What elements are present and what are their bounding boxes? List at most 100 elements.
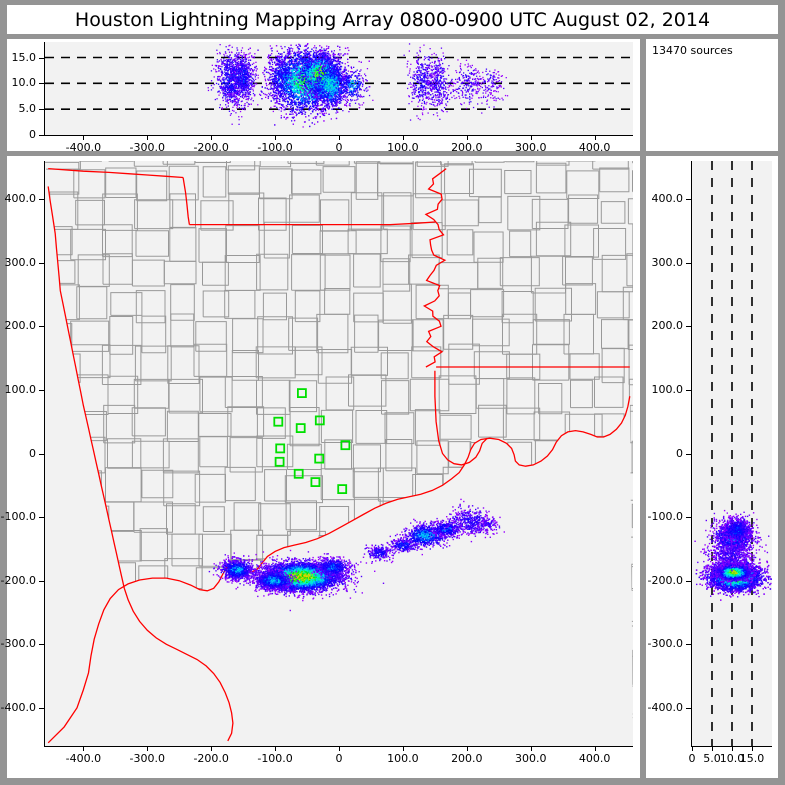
y-axis-tick-map [39, 580, 45, 582]
axis-tick-label: 15.0 [12, 51, 37, 64]
axis-tick-label: 0 [689, 752, 696, 765]
x-axis-line-map [44, 746, 633, 747]
page-title: Houston Lightning Mapping Array 0800-090… [75, 9, 710, 31]
x-axis-tick-map [211, 746, 213, 751]
y-axis-tick-top [39, 135, 45, 136]
x-axis-tick-top [147, 135, 149, 140]
axis-tick-label: 300.0 [515, 752, 547, 765]
axis-tick-label: 100.0 [387, 752, 419, 765]
axis-tick-label: 400.0 [579, 752, 611, 765]
x-axis-tick-map [530, 746, 532, 751]
axis-tick-label: -200.0 [648, 574, 683, 587]
axis-tick-label: 200.0 [451, 752, 483, 765]
station-marker [274, 456, 285, 467]
y-axis-tick-right [686, 453, 692, 455]
axis-tick-label: -400.0 [1, 701, 36, 714]
scatter-canvas-top [45, 43, 633, 128]
y-axis-tick-right [686, 262, 692, 264]
y-axis-tick-map [39, 707, 45, 709]
coastline [47, 396, 631, 744]
x-axis-tick-map [147, 746, 149, 751]
source-count-label: 13470 sources [652, 44, 733, 57]
axis-tick-label: 0 [29, 128, 36, 141]
y-axis-tick-right [686, 326, 692, 328]
axis-tick-label: -100.0 [1, 510, 36, 523]
axis-tick-label: -200.0 [193, 141, 228, 154]
sabine-river-tx-la-border [422, 168, 447, 368]
axis-tick-label: 100.0 [652, 383, 684, 396]
axis-tick-label: -400.0 [66, 141, 101, 154]
y-axis-tick-map [39, 389, 45, 391]
axis-tick-label: -300.0 [130, 752, 165, 765]
state-boundaries [47, 167, 631, 744]
y-axis-tick-map [39, 644, 45, 646]
axis-tick-label: 300.0 [652, 256, 684, 269]
station-marker [275, 443, 286, 454]
axis-tick-label: 200.0 [652, 319, 684, 332]
axis-tick-label: -100.0 [257, 141, 292, 154]
louisiana-west [434, 370, 488, 466]
x-axis-tick-map [594, 746, 596, 751]
x-axis-tick-right [752, 746, 753, 751]
axis-tick-label: 5.0 [703, 752, 721, 765]
y-axis-tick-right [686, 517, 692, 519]
ok-ar-border [189, 221, 435, 226]
rio-grande-border [47, 186, 234, 742]
axis-tick-label: -100.0 [257, 752, 292, 765]
x-axis-tick-top [402, 135, 404, 140]
axis-tick-label: 100.0 [5, 383, 37, 396]
axis-tick-label: 400.0 [652, 192, 684, 205]
axis-tick-label: -100.0 [648, 510, 683, 523]
station-marker [314, 453, 325, 464]
x-axis-tick-map [466, 746, 468, 751]
x-axis-tick-right [712, 746, 713, 751]
x-axis-line-top [44, 135, 633, 136]
scatter-canvas-right [694, 161, 772, 746]
y-axis-tick-top [39, 109, 45, 111]
axis-tick-label: -300.0 [648, 637, 683, 650]
y-axis-tick-right [686, 707, 692, 709]
y-axis-tick-top [39, 57, 45, 59]
panel-altitude-vs-north-south: -400.0 -300.0 -200.0 -100.0 0 100.0 200.0 300.0… [646, 156, 778, 778]
x-axis-tick-top [530, 135, 532, 140]
x-axis-tick-top [83, 135, 85, 140]
axis-tick-label: 0 [676, 447, 683, 460]
plot-area-map [45, 161, 633, 746]
y-axis-tick-right [686, 644, 692, 646]
y-axis-tick-top [39, 83, 45, 85]
panel-plan-view-map: -400.0 -300.0 -200.0 -100.0 0 100.0 200.0 300.0… [1, 156, 640, 778]
x-axis-tick-top [275, 135, 277, 140]
y-axis-tick-map [39, 199, 45, 201]
x-axis-tick-map [339, 746, 340, 751]
station-marker [293, 468, 304, 479]
station-marker [295, 423, 306, 434]
axis-tick-label: 100.0 [387, 141, 419, 154]
lma-station-markers [273, 388, 351, 495]
axis-tick-label: 0 [336, 752, 343, 765]
axis-tick-label: 10.0 [12, 76, 37, 89]
station-marker [296, 388, 307, 399]
station-marker [337, 484, 348, 495]
plot-area-top [45, 42, 633, 135]
tx-ok-vertical [182, 177, 191, 225]
title-bar: Houston Lightning Mapping Array 0800-090… [7, 5, 778, 34]
x-axis-line-right [691, 746, 772, 747]
plot-area-right [692, 161, 772, 746]
y-axis-tick-right [686, 199, 692, 201]
y-axis-tick-map [39, 326, 45, 328]
x-axis-tick-top [211, 135, 213, 140]
y-axis-tick-right [686, 389, 692, 391]
axis-tick-label: 300.0 [5, 256, 37, 269]
station-marker [314, 415, 325, 426]
axis-tick-label: -300.0 [1, 637, 36, 650]
panel-source-count: 13470 sources [646, 39, 778, 151]
x-axis-tick-right [692, 746, 693, 751]
station-marker [310, 477, 321, 488]
axis-tick-label: 0 [29, 447, 36, 460]
axis-tick-label: -200.0 [1, 574, 36, 587]
axis-tick-label: 400.0 [5, 192, 37, 205]
panel-altitude-vs-east-west: 0 5.0 10.0 15.0 -400.0 -300.0 -200.0 -100.0 0 100… [7, 39, 640, 154]
station-marker [340, 440, 351, 451]
tx-ok-north [48, 167, 184, 179]
